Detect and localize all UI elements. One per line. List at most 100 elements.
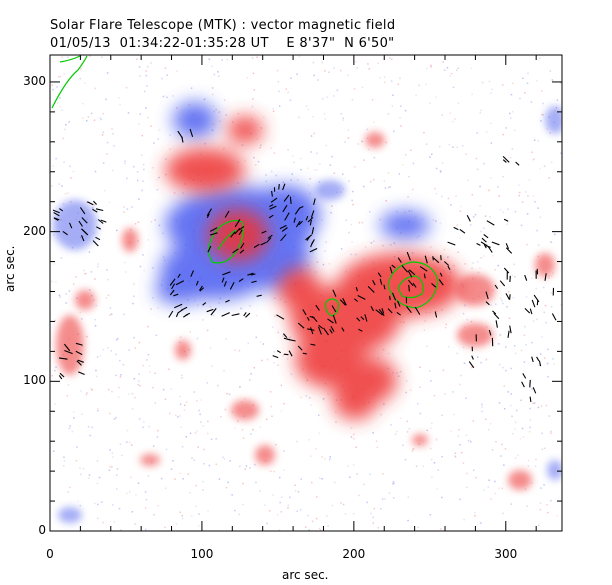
field-vector bbox=[318, 324, 324, 329]
field-vector bbox=[468, 361, 475, 369]
field-vector bbox=[54, 217, 59, 221]
field-vector bbox=[288, 350, 293, 357]
field-vector bbox=[305, 215, 309, 221]
field-vector bbox=[272, 355, 279, 359]
field-vector bbox=[394, 302, 397, 309]
field-vector bbox=[59, 208, 64, 212]
field-vector bbox=[423, 273, 426, 279]
field-vector bbox=[180, 306, 188, 311]
field-vector bbox=[391, 292, 397, 301]
field-vector bbox=[505, 293, 510, 300]
field-vector bbox=[459, 228, 466, 234]
field-vector bbox=[173, 293, 179, 297]
field-vector bbox=[378, 308, 385, 317]
field-vector bbox=[522, 373, 527, 379]
y-tick-label: 300 bbox=[23, 73, 46, 88]
y-axis-label: arc sec. bbox=[3, 245, 17, 292]
field-vector bbox=[389, 295, 391, 301]
field-vector bbox=[302, 309, 307, 316]
field-vector bbox=[310, 343, 316, 346]
field-vector bbox=[75, 342, 83, 346]
field-vector bbox=[356, 317, 361, 322]
field-vector bbox=[485, 301, 490, 306]
field-vector bbox=[210, 308, 217, 316]
field-vector bbox=[396, 300, 401, 307]
field-vector bbox=[253, 243, 260, 248]
x-tick-label: 200 bbox=[342, 547, 366, 561]
field-vector bbox=[358, 328, 363, 332]
field-vector bbox=[174, 303, 183, 309]
field-vector bbox=[406, 306, 412, 314]
field-vector bbox=[503, 267, 510, 274]
field-vector bbox=[372, 279, 376, 286]
field-vector bbox=[471, 355, 474, 360]
field-vector bbox=[77, 359, 84, 363]
field-vector bbox=[280, 233, 287, 242]
field-vector bbox=[58, 375, 63, 380]
field-vector bbox=[551, 313, 557, 321]
field-vector bbox=[75, 350, 83, 356]
plot-frame bbox=[49, 54, 563, 532]
field-vector bbox=[315, 304, 320, 311]
field-contours bbox=[51, 55, 439, 317]
field-vector bbox=[310, 210, 315, 218]
field-vector bbox=[391, 264, 396, 269]
field-vector bbox=[495, 320, 498, 328]
field-vector bbox=[221, 277, 225, 283]
field-vector bbox=[311, 227, 315, 235]
field-vector bbox=[87, 201, 94, 206]
field-vector bbox=[431, 282, 437, 288]
field-vector bbox=[309, 327, 314, 335]
field-vector bbox=[408, 269, 416, 276]
field-vector bbox=[245, 312, 251, 318]
field-vector bbox=[282, 204, 288, 213]
field-vector bbox=[488, 329, 492, 336]
field-vector bbox=[466, 215, 471, 222]
field-vector bbox=[485, 245, 491, 248]
x-tick-label: 300 bbox=[494, 547, 518, 561]
field-vector bbox=[76, 360, 82, 366]
field-vector bbox=[476, 243, 481, 246]
field-vector bbox=[209, 232, 218, 236]
field-vector bbox=[276, 350, 281, 354]
field-vector bbox=[538, 360, 542, 367]
field-vector bbox=[355, 286, 358, 292]
field-vector bbox=[507, 330, 510, 338]
field-vector bbox=[251, 280, 257, 284]
field-vector bbox=[434, 311, 438, 318]
field-vector bbox=[515, 161, 520, 166]
field-vector bbox=[544, 273, 547, 281]
field-vector bbox=[229, 282, 235, 290]
field-vector bbox=[281, 227, 288, 232]
field-vector bbox=[206, 208, 212, 217]
field-vector bbox=[190, 270, 195, 277]
field-vector bbox=[536, 300, 539, 306]
field-vector bbox=[267, 234, 273, 239]
field-vector bbox=[92, 200, 98, 205]
field-vector bbox=[297, 345, 303, 351]
field-vector bbox=[329, 329, 333, 334]
field-vector bbox=[447, 241, 456, 246]
field-vector bbox=[283, 194, 290, 202]
field-vector bbox=[397, 257, 402, 263]
field-vector bbox=[383, 284, 386, 290]
field-vector bbox=[521, 381, 525, 388]
field-vector bbox=[270, 197, 278, 203]
field-vector bbox=[238, 229, 243, 236]
field-vector bbox=[311, 315, 318, 323]
field-vector bbox=[238, 278, 244, 282]
field-vector bbox=[52, 209, 60, 214]
field-vector bbox=[175, 312, 179, 318]
field-vector bbox=[223, 280, 227, 287]
field-vector bbox=[309, 219, 312, 226]
field-vector bbox=[293, 217, 296, 223]
x-axis-label: arc sec. bbox=[282, 568, 329, 582]
field-vector bbox=[389, 266, 393, 274]
field-vector bbox=[364, 314, 368, 322]
field-vector bbox=[379, 278, 383, 285]
field-vector bbox=[278, 184, 280, 190]
field-vector bbox=[505, 247, 513, 254]
field-vector bbox=[225, 299, 230, 303]
field-vector bbox=[169, 278, 176, 286]
